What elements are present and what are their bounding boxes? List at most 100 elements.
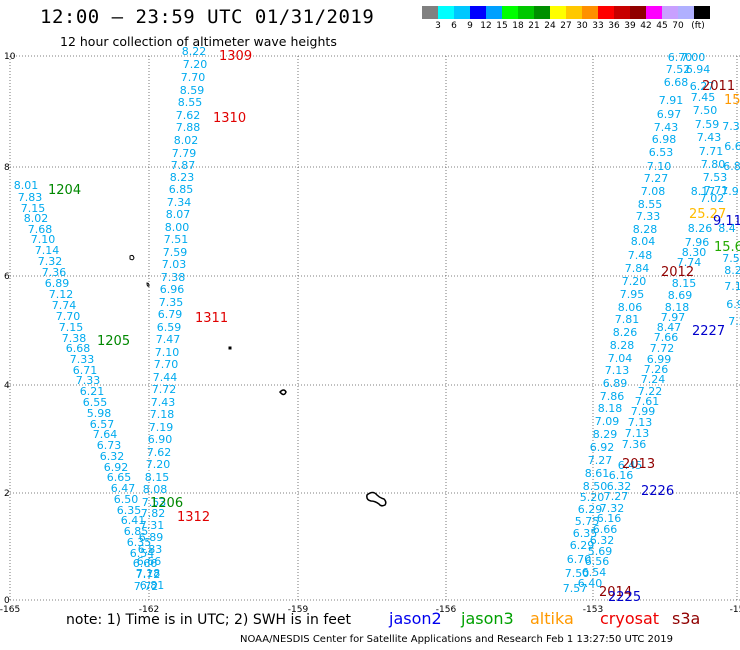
wave-height-value: 7.15 [59,321,84,334]
legend-label: 36 [608,21,620,31]
x-tick-label: -156 [436,605,457,615]
wave-height-value: 7.19 [149,421,174,434]
wave-height-value: 7.38 [161,271,186,284]
map-grid [9,55,740,601]
island-outline [146,282,150,287]
legend-label: 3 [435,21,441,31]
legend-swatch [422,6,438,19]
wave-height-value: 7.95 [620,288,645,301]
legend-swatch [694,6,710,19]
wave-height-value: 7.08 [641,185,666,198]
wave-height-value: 6.9 [726,298,740,311]
wave-height-value: 6.35 [127,536,152,549]
wave-height-value: 7.14 [35,244,60,257]
wave-height-value: 6.83 [138,543,163,556]
legend-label: 27 [560,21,572,31]
wave-height-value: 6.85 [169,183,194,196]
wave-height-value: 8.17 [691,185,716,198]
wave-height-value: 8.07 [166,208,191,221]
wave-height-value: 8.26 [613,326,638,339]
legend-label: 21 [528,21,540,31]
wave-height-value: 7.2 [728,315,740,328]
x-tick-label: -15 [730,605,740,615]
pass-time-label: 2225 [608,590,641,605]
wave-height-value: 6.50 [114,493,139,506]
wave-height-value: 5.98 [87,407,112,420]
pass-time-label: 1311 [195,311,228,326]
wave-height-value: 7.43 [654,121,679,134]
wave-height-value: 7.82 [141,507,166,520]
wave-height-value: 7.71 [704,184,729,197]
wave-height-value: 7.20 [622,275,647,288]
wave-height-value: 7.03 [162,258,187,271]
wave-height-value: 8.08 [143,483,168,496]
pass-time-label: 15 [724,93,740,108]
wave-height-value: 7.33 [76,374,101,387]
wave-height-value: 8.28 [633,223,658,236]
wave-height-value: 6.71 [73,364,98,377]
wave-height-value: 7.64 [93,428,118,441]
wave-height-value: 7.12 [49,288,74,301]
x-tick-label: -165 [0,605,20,615]
wave-height-value: 6.32 [590,534,615,547]
wave-height-value: 6.54 [130,547,155,560]
wave-height-value: 7.66 [654,331,679,344]
y-tick-label: 0 [4,596,10,606]
legend-swatch [534,6,550,19]
wave-height-value: 8.02 [174,134,199,147]
wave-height-value: 8.15 [672,277,697,290]
wave-height-value: 7.43 [151,396,176,409]
wave-height-value: 7.86 [600,390,625,403]
wave-height-value: 7.62 [176,109,201,122]
wave-height-value: 7.62 [147,446,172,459]
legend-swatch [646,6,662,19]
legend-label: 30 [576,21,588,31]
wave-height-value: 7.10 [155,346,180,359]
wave-height-value: 6.29 [570,539,595,552]
wave-height-value: 8.30 [682,246,707,259]
wave-height-value: 7.70 [181,71,206,84]
wave-height-value: 6.92 [590,441,615,454]
pass-time-label: 2227 [692,324,725,339]
page-title: 12:00 – 23:59 UTC 01/31/2019 [40,6,375,28]
wave-height-value: 8.26 [688,222,713,235]
wave-height-value: 7.9 [721,185,739,198]
wave-height-value: 7.45 [691,91,716,104]
wave-height-value: 6.55 [83,396,108,409]
wave-height-value: 7.27 [604,490,629,503]
wave-height-value: 8.15 [145,471,170,484]
wave-height-value: 7.59 [695,118,720,131]
credit-line: NOAA/NESDIS Center for Satellite Applica… [240,634,673,645]
legend-swatch [630,6,646,19]
pass-time-label: 1309 [219,49,252,64]
wave-height-value: 8.18 [665,301,690,314]
x-tick-label: -159 [288,605,309,615]
island-outline [228,346,232,350]
wave-height-value: 6.32 [607,480,632,493]
legend-labels: 3 6 9 12 15 18 21 24 27 30 33 36 39 42 45 70 (ft) [422,19,710,33]
legend-label: 42 [640,21,652,31]
wave-height-value: 7.36 [42,266,67,279]
legend-swatch [486,6,502,19]
satellite-label-altika: altika [530,609,574,628]
wave-height-value: 7.20 [183,58,208,71]
wave-height-value: 6.54 [582,566,607,579]
wave-height-value: 7.71 [699,145,724,158]
wave-height-value: 7.53 [142,496,167,509]
wave-height-value: 7.59 [163,246,188,259]
wave-height-value: 6.16 [609,469,634,482]
wave-height-value: 7.81 [615,313,640,326]
wave-height-value: 6.70 [668,51,693,64]
wave-height-value: 7.04 [608,352,633,365]
legend-label: 45 [656,21,668,31]
legend-swatch [470,6,486,19]
pass-time-label: 2226 [641,484,674,499]
wave-height-value: 8.55 [178,96,203,109]
legend-label: 70 [672,21,684,31]
wave-height-value: 6.35 [117,504,142,517]
wave-height-value: 7.1 [724,280,740,293]
y-tick-label: 6 [4,272,10,282]
wave-height-value: 7.72 [136,568,161,581]
wave-height-value: 7.24 [641,373,666,386]
wave-height-value: 6.53 [649,146,674,159]
